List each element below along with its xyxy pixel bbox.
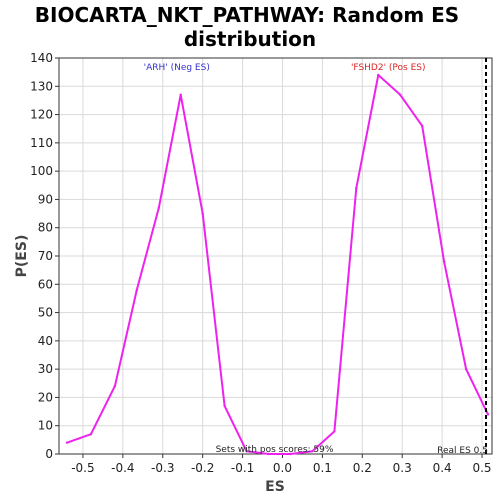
real-es-label: Real ES 0.5	[437, 446, 488, 456]
data-point	[399, 93, 402, 96]
y-tick-label: 0	[45, 447, 53, 461]
y-tick-label: 20	[38, 390, 53, 404]
x-tick-label: 0.5	[472, 461, 491, 475]
y-tick-label: 140	[30, 51, 53, 65]
axis-ticks: -0.5 -0.4 -0.3 -0.2 -0.1 0.0 0.1 0.2 0.3 0.4 0.5 0 1…	[30, 51, 491, 475]
data-point	[311, 449, 314, 453]
x-tick-label: -0.2	[191, 461, 214, 475]
x-tick-label: 0.2	[353, 461, 372, 475]
y-tick-label: 40	[38, 334, 53, 348]
x-tick-label: -0.3	[151, 461, 174, 475]
data-point	[333, 430, 336, 433]
x-tick-label: -0.5	[71, 461, 94, 475]
chart-title-line-1: BIOCARTA_NKT_PATHWAY: Random ES	[35, 3, 459, 27]
data-point	[65, 441, 69, 444]
y-tick-label: 120	[30, 108, 53, 122]
data-point	[486, 413, 490, 416]
y-tick-label: 30	[38, 362, 53, 376]
data-point	[113, 384, 117, 388]
data-point	[89, 433, 93, 436]
data-point	[420, 124, 424, 128]
x-axis-label: ES	[265, 479, 285, 495]
x-tick-label: 0.4	[433, 461, 452, 475]
pos-es-label: 'FSHD2' (Pos ES)	[351, 63, 426, 73]
y-tick-label: 100	[30, 164, 53, 178]
y-tick-label: 130	[30, 79, 53, 93]
data-point	[179, 93, 182, 96]
data-point	[245, 449, 248, 453]
y-tick-label: 70	[38, 249, 53, 263]
x-tick-label: -0.4	[111, 461, 134, 475]
x-tick-label: 0.1	[313, 461, 332, 475]
y-tick-label: 80	[38, 221, 53, 235]
data-point	[355, 186, 358, 190]
x-tick-label: -0.1	[231, 461, 254, 475]
data-point	[267, 452, 270, 456]
data-point	[201, 212, 204, 215]
chart-title-line-2: distribution	[184, 27, 316, 51]
y-tick-label: 60	[38, 277, 53, 291]
series-layer	[65, 73, 490, 456]
x-tick-label: 0.0	[273, 461, 292, 475]
y-tick-label: 110	[30, 136, 53, 150]
data-point	[157, 206, 160, 210]
pos-scores-label: Sets with pos scores: 59%	[216, 445, 334, 455]
data-point	[377, 73, 380, 77]
y-axis-label: P(ES)	[14, 235, 30, 278]
data-point	[135, 288, 139, 292]
grid-lines	[59, 57, 492, 455]
data-point	[223, 404, 226, 408]
data-point	[464, 367, 468, 371]
y-tick-label: 90	[38, 192, 53, 206]
x-tick-label: 0.3	[393, 461, 412, 475]
neg-es-label: 'ARH' (Neg ES)	[144, 63, 210, 73]
data-point	[289, 452, 292, 456]
y-tick-label: 50	[38, 306, 53, 320]
data-point	[442, 260, 446, 263]
y-tick-label: 10	[38, 419, 53, 433]
series-line	[66, 74, 489, 455]
